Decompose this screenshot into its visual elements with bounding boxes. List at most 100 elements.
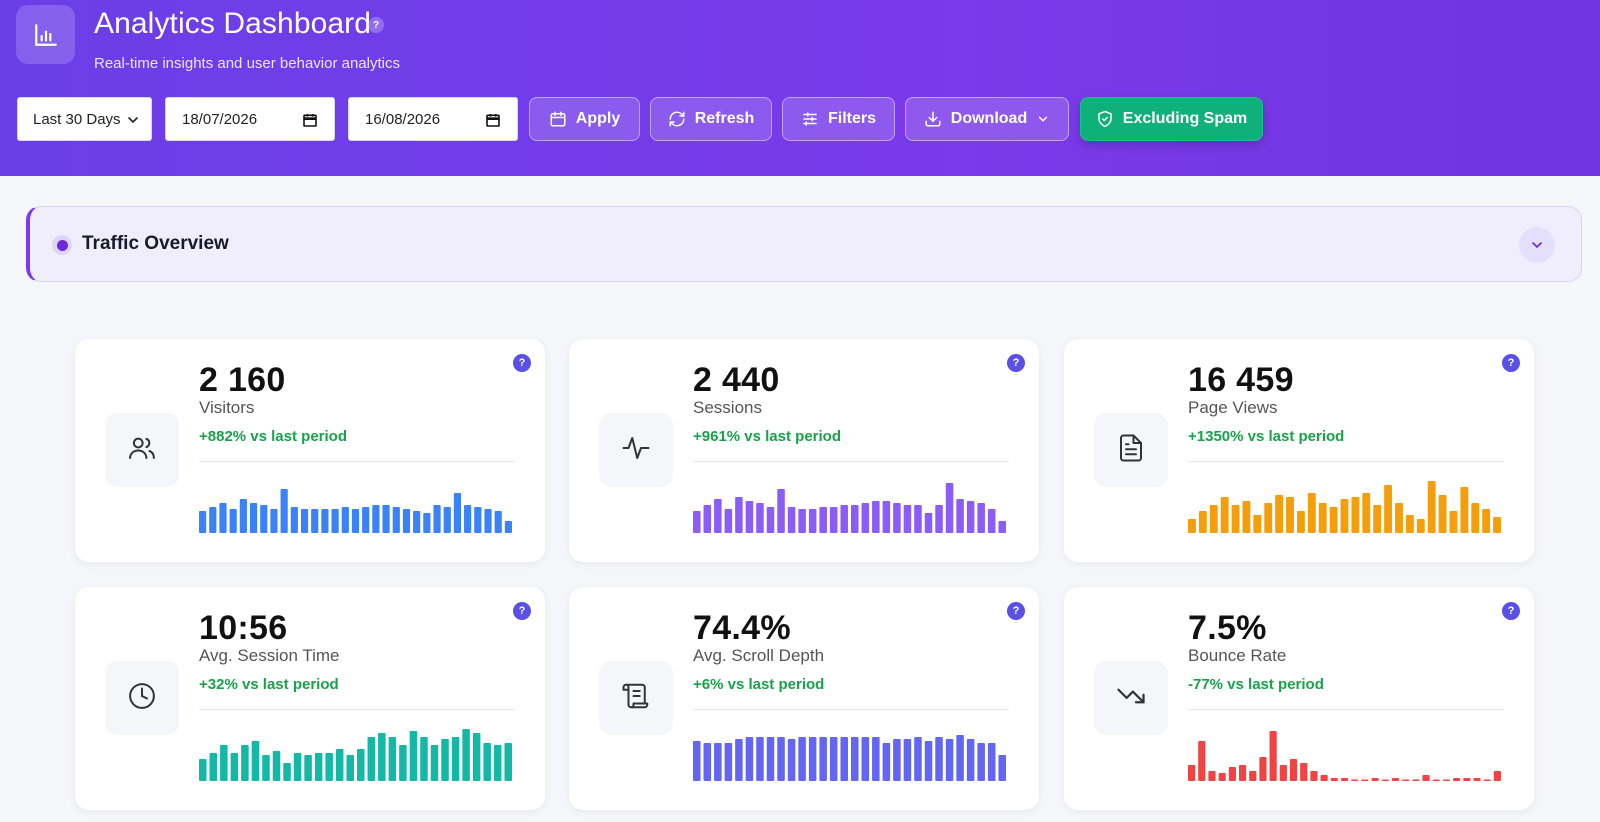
refresh-button[interactable]: Refresh bbox=[650, 97, 772, 141]
download-icon bbox=[925, 111, 941, 127]
sparkline-bar bbox=[430, 745, 439, 781]
sparkline-bar bbox=[924, 741, 933, 781]
help-icon[interactable]: ? bbox=[1502, 602, 1520, 620]
metric-change: +32% vs last period bbox=[199, 676, 339, 693]
chevron-down-icon bbox=[1532, 242, 1542, 249]
sparkline-bar bbox=[872, 737, 880, 781]
help-icon[interactable]: ? bbox=[1007, 354, 1025, 372]
logo bbox=[16, 5, 75, 64]
shield-check-icon bbox=[1098, 110, 1112, 128]
apply-label: Apply bbox=[575, 110, 621, 127]
traffic-overview-section[interactable]: Traffic Overview bbox=[26, 206, 1582, 282]
sparkline-bar bbox=[504, 743, 512, 781]
sparkline-bar bbox=[1432, 779, 1440, 781]
sparkline-bar bbox=[808, 737, 817, 781]
metric-card: 2 160 Visitors +882% vs last period? bbox=[75, 339, 545, 562]
sparkline-bar bbox=[219, 503, 227, 533]
metric-icon-box bbox=[105, 661, 179, 735]
sparkline-bar bbox=[423, 513, 431, 533]
sparkline-bar bbox=[787, 739, 796, 781]
sparkline-bar bbox=[331, 509, 339, 533]
start-date-input[interactable]: 18/07/2026 bbox=[165, 97, 335, 141]
sparkline-bar bbox=[798, 509, 806, 533]
sparkline-bar bbox=[493, 745, 502, 781]
sliders-icon bbox=[803, 112, 817, 126]
sparkline-bar bbox=[346, 755, 354, 781]
sparkline-bar bbox=[1198, 511, 1207, 533]
download-button[interactable]: Download bbox=[905, 97, 1069, 141]
users-icon bbox=[127, 433, 157, 468]
sparkline-bar bbox=[409, 731, 418, 781]
apply-button[interactable]: Apply bbox=[529, 97, 640, 141]
divider bbox=[1188, 709, 1504, 710]
sparkline-bar bbox=[443, 507, 451, 533]
help-icon[interactable]: ? bbox=[368, 17, 384, 33]
sparkline-bar bbox=[402, 509, 411, 533]
sparkline-bar bbox=[441, 739, 449, 781]
sparkline-bar bbox=[1482, 509, 1491, 533]
sparkline-bar bbox=[388, 737, 397, 781]
date-range-select[interactable]: Last 30 Days bbox=[17, 97, 152, 141]
sparkline-bar bbox=[293, 753, 302, 781]
sparkline-bar bbox=[1228, 767, 1236, 781]
sparkline-bar bbox=[1381, 779, 1389, 781]
sparkline-bar bbox=[413, 511, 421, 533]
sparkline-bar bbox=[714, 499, 722, 533]
sparkline-bar bbox=[1296, 511, 1305, 533]
sparkline-chart bbox=[693, 735, 1006, 781]
bar-chart-icon bbox=[34, 23, 57, 46]
sparkline-bar bbox=[745, 737, 754, 781]
sparkline-chart bbox=[1188, 481, 1501, 533]
sparkline-bar bbox=[382, 505, 390, 533]
sparkline-bar bbox=[1463, 778, 1471, 781]
divider bbox=[199, 709, 515, 710]
sparkline-bar bbox=[483, 743, 491, 781]
sparkline-bar bbox=[840, 505, 848, 533]
help-icon[interactable]: ? bbox=[513, 354, 531, 372]
collapse-button[interactable] bbox=[1519, 227, 1555, 263]
sparkline-bar bbox=[882, 501, 891, 533]
sparkline-bar bbox=[1253, 515, 1262, 533]
sparkline-bar bbox=[1310, 771, 1318, 781]
metric-icon-box bbox=[1094, 661, 1168, 735]
sparkline-bar bbox=[1198, 741, 1206, 781]
help-icon[interactable]: ? bbox=[1007, 602, 1025, 620]
sparkline-bar bbox=[241, 745, 249, 781]
date-range-value: Last 30 Days bbox=[33, 110, 121, 128]
metric-change: +6% vs last period bbox=[693, 676, 825, 693]
sparkline-bar bbox=[851, 737, 859, 781]
sparkline-bar bbox=[484, 509, 492, 533]
sparkline-bar bbox=[966, 739, 975, 781]
sparkline-bar bbox=[314, 753, 323, 781]
calendar-icon[interactable] bbox=[485, 112, 501, 128]
calendar-icon[interactable] bbox=[302, 112, 318, 128]
sparkline-bar bbox=[756, 503, 764, 533]
sparkline-bar bbox=[494, 511, 502, 533]
sparkline-bar bbox=[724, 509, 733, 533]
sparkline-bar bbox=[451, 737, 460, 781]
end-date-input[interactable]: 16/08/2026 bbox=[348, 97, 518, 141]
download-label: Download bbox=[950, 110, 1028, 127]
page-subtitle: Real-time insights and user behavior ana… bbox=[94, 55, 400, 72]
filters-button[interactable]: Filters bbox=[782, 97, 895, 141]
help-icon[interactable]: ? bbox=[513, 602, 531, 620]
sparkline-bar bbox=[1340, 778, 1349, 781]
metric-label: Page Views bbox=[1188, 398, 1278, 417]
sparkline-bar bbox=[914, 737, 922, 781]
sparkline-bar bbox=[956, 499, 964, 533]
metric-value: 74.4% bbox=[693, 609, 791, 647]
sparkline-bar bbox=[998, 755, 1006, 781]
sparkline-bar bbox=[977, 743, 985, 781]
exclude-spam-toggle[interactable]: Excluding Spam bbox=[1080, 97, 1263, 141]
sparkline-bar bbox=[1318, 503, 1327, 533]
sparkline-bar bbox=[262, 755, 270, 781]
chevron-down-icon bbox=[128, 117, 138, 124]
refresh-label: Refresh bbox=[694, 110, 755, 127]
sparkline-bar bbox=[945, 739, 954, 781]
sparkline-bar bbox=[280, 489, 288, 533]
help-icon[interactable]: ? bbox=[1502, 354, 1520, 372]
sparkline-bar bbox=[1405, 515, 1414, 533]
sparkline-bar bbox=[372, 505, 380, 533]
sparkline-bar bbox=[1427, 481, 1436, 533]
start-date-value: 18/07/2026 bbox=[182, 110, 258, 128]
